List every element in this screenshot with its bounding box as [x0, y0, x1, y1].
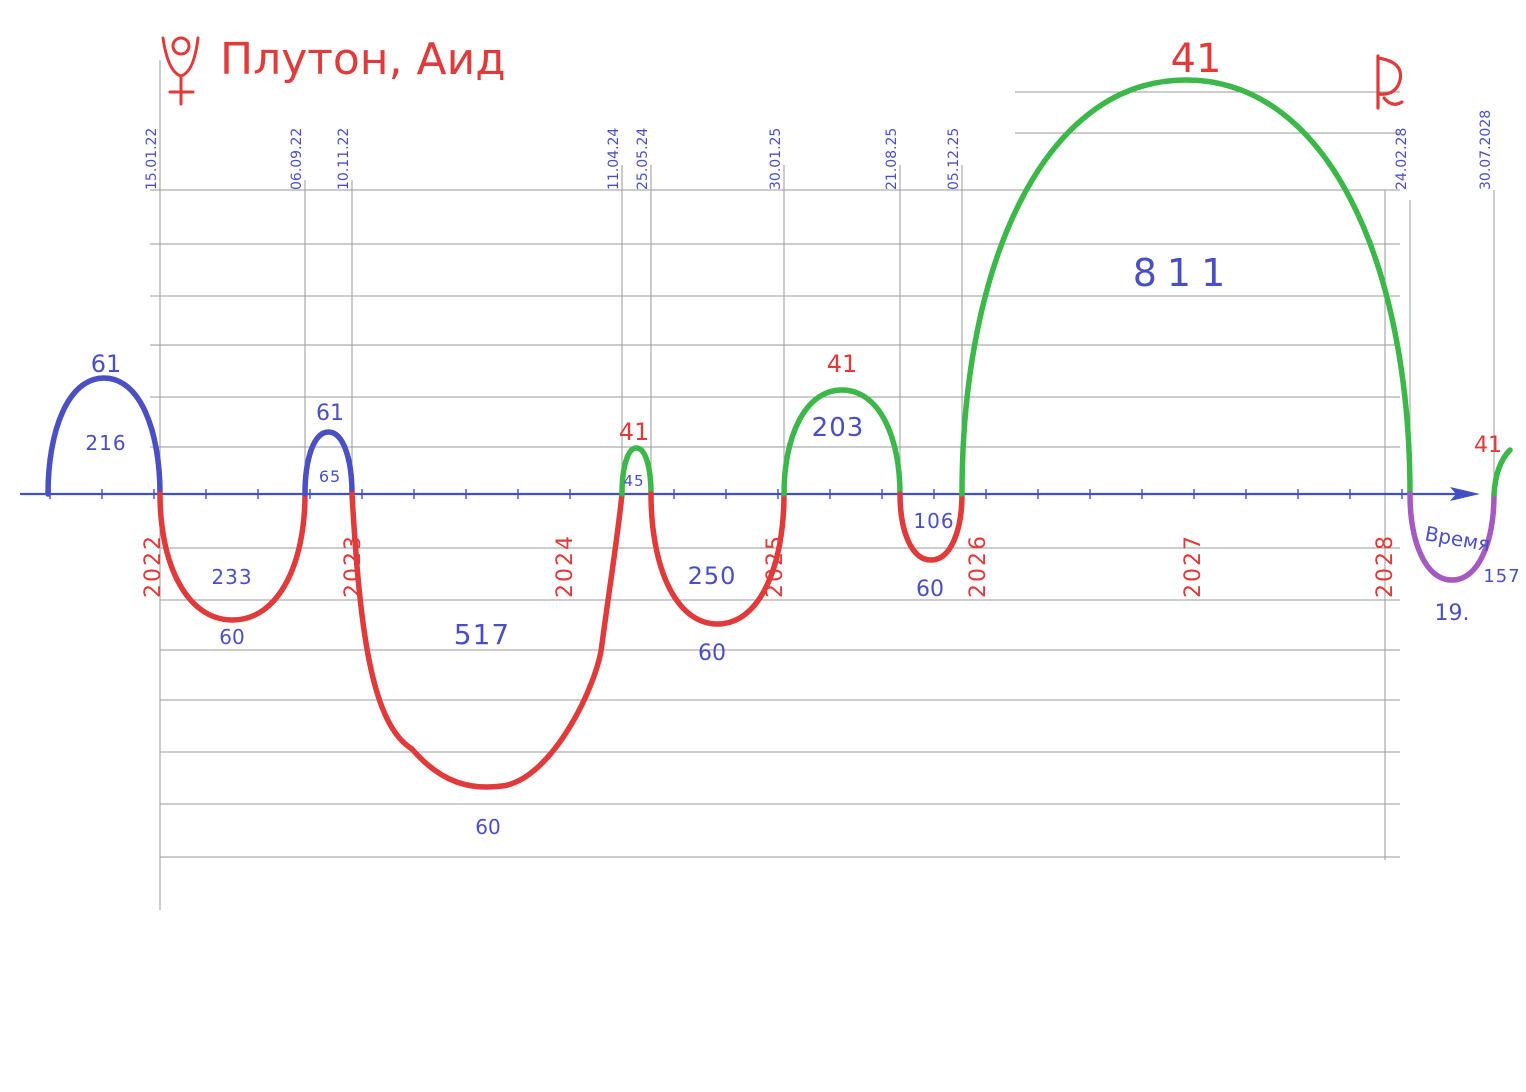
peak-label: 41	[619, 418, 650, 446]
cycle-curve-red	[648, 491, 787, 627]
duration-label: 106	[913, 509, 954, 533]
duration-label: 65	[319, 467, 341, 486]
axis-ticks	[49, 489, 1403, 499]
peak-label: 41	[827, 350, 858, 378]
date-label: 11.04.24	[606, 128, 622, 190]
duration-label: 517	[454, 618, 510, 651]
date-vertical-lines	[159, 60, 1495, 910]
date-label: 30.01.25	[768, 128, 784, 190]
cycle-curve-red	[349, 491, 625, 790]
year-label: 2023	[341, 534, 366, 598]
peak-label: 19.	[1435, 601, 1470, 626]
duration-label: 811	[1133, 251, 1236, 295]
duration-label: 45	[623, 472, 644, 490]
year-label: 2028	[1373, 534, 1398, 598]
cycle-curve-blue	[302, 429, 355, 497]
date-label: 21.08.25	[884, 128, 900, 190]
duration-label: 203	[812, 413, 865, 443]
duration-label: 233	[211, 565, 252, 589]
peak-label: 60	[475, 815, 500, 839]
year-label: 2025	[763, 534, 788, 598]
duration-label: 250	[688, 562, 737, 590]
cycle-curve-green	[1491, 447, 1513, 497]
date-label: 15.01.22	[144, 128, 160, 190]
pluto-symbol-icon	[161, 36, 200, 106]
cycle-curve-green	[959, 77, 1413, 497]
date-label: 24.02.28	[1394, 128, 1410, 190]
peak-label: 60	[219, 625, 244, 649]
peak-label: 61	[316, 401, 344, 426]
peak-label: 41	[1474, 433, 1502, 458]
year-label: 2022	[141, 534, 166, 598]
chart-labels: 15.01.22 06.09.22 10.11.22 11.04.24 25.05.24…	[85, 36, 1520, 839]
year-label: 2026	[966, 534, 991, 598]
peak-label: 41	[1171, 36, 1222, 82]
time-axis-arrow-icon	[1450, 487, 1480, 501]
cycle-curve-red	[897, 491, 965, 563]
date-label: 30.07.2028	[1478, 110, 1494, 190]
year-label: 2024	[553, 534, 578, 598]
cycle-curves	[45, 77, 1513, 790]
axis-label-time: Время	[1423, 521, 1492, 556]
peak-label: 61	[91, 350, 122, 378]
peak-label: 60	[698, 641, 726, 666]
cycle-curve-purple	[1407, 491, 1497, 583]
cycle-curve-green	[619, 445, 654, 497]
year-label: 2027	[1181, 534, 1206, 598]
duration-label: 157	[1483, 566, 1520, 587]
time-axis	[20, 487, 1480, 501]
duration-label: 216	[85, 431, 126, 455]
peak-label: 60	[916, 577, 944, 602]
cycle-curve-green	[781, 387, 903, 497]
date-label: 25.05.24	[635, 128, 651, 190]
cycle-curve-blue	[45, 375, 163, 497]
cycle-curve-red	[157, 491, 308, 623]
date-label: 06.09.22	[289, 128, 305, 190]
date-label: 10.11.22	[336, 128, 352, 190]
date-label: 05.12.25	[946, 128, 962, 190]
retrograde-p-icon	[1376, 54, 1404, 110]
chart-title: Плутон, Аид	[220, 34, 506, 85]
